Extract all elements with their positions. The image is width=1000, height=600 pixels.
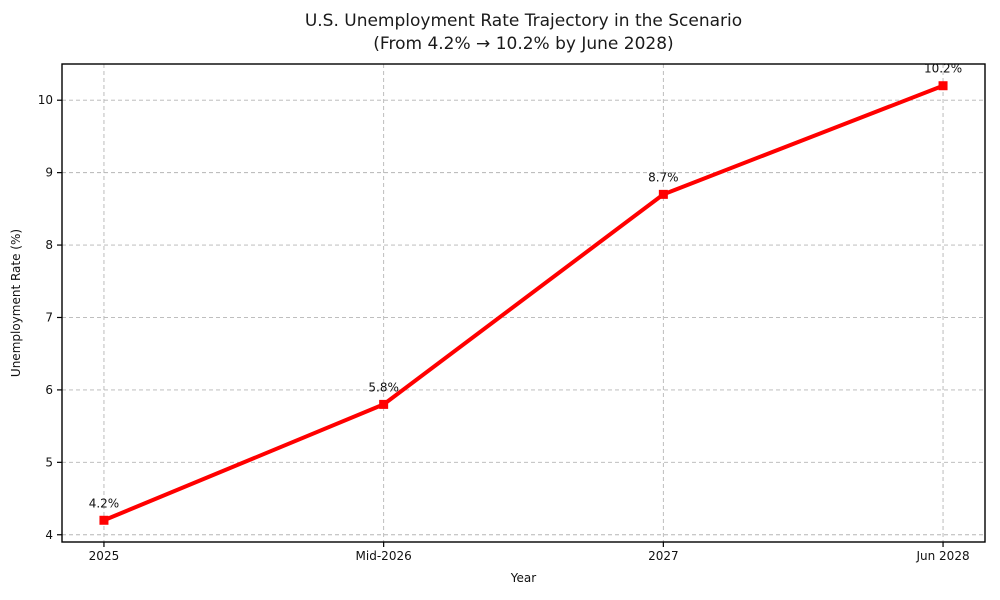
point-annotation: 4.2% — [89, 496, 120, 510]
y-axis-title: Unemployment Rate (%) — [9, 229, 23, 377]
x-tick-label: 2025 — [89, 549, 120, 563]
x-tick-label: Jun 2028 — [915, 549, 969, 563]
x-tick-label: Mid-2026 — [356, 549, 412, 563]
y-tick-label: 4 — [45, 528, 53, 542]
y-tick-label: 10 — [38, 93, 53, 107]
point-annotation: 8.7% — [648, 170, 679, 184]
data-point-marker — [658, 189, 668, 199]
chart-title-block: U.S. Unemployment Rate Trajectory in the… — [62, 10, 985, 56]
chart-subtitle: (From 4.2% → 10.2% by June 2028) — [373, 34, 674, 54]
x-axis-title: Year — [510, 571, 536, 585]
y-tick-label: 8 — [45, 238, 53, 252]
point-annotation: 10.2% — [924, 62, 962, 76]
plot-frame — [61, 63, 986, 543]
y-tick-label: 7 — [45, 310, 53, 324]
y-tick-label: 9 — [45, 166, 53, 180]
x-tick-label: 2027 — [648, 549, 679, 563]
point-annotation: 5.8% — [368, 380, 399, 394]
data-point-marker — [938, 81, 948, 91]
trend-line — [103, 83, 944, 523]
y-tick-label: 5 — [45, 455, 53, 469]
chart-title: U.S. Unemployment Rate Trajectory in the… — [304, 11, 743, 31]
data-point-marker — [379, 399, 389, 409]
y-tick-label: 6 — [45, 383, 53, 397]
data-point-marker — [99, 515, 109, 525]
